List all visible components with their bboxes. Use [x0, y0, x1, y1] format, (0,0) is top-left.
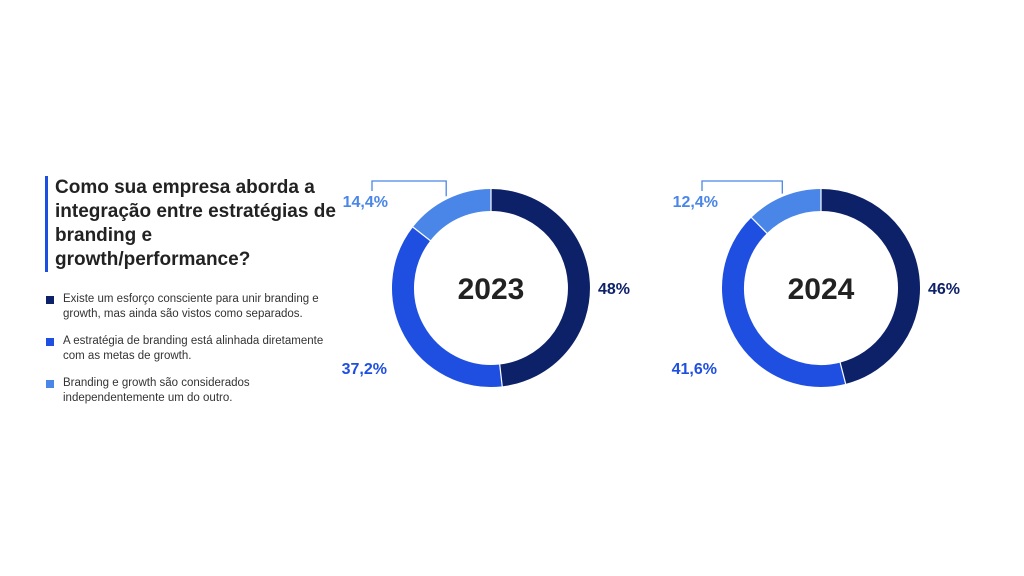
donut-slice-conscious-effort — [820, 189, 921, 384]
slice-separator — [411, 226, 432, 242]
legend-label: Existe um esforço consciente para unir b… — [63, 293, 319, 320]
donut-chart-2024: 2024 46% 41,6% 12,4% — [672, 180, 960, 387]
center-year-label: 2024 — [788, 273, 855, 306]
leader-line — [371, 180, 447, 197]
chart-title: Como sua empresa aborda a integração ent… — [55, 177, 336, 270]
legend: Existe um esforço consciente para unir b… — [45, 292, 345, 406]
legend-swatch-dark-blue — [46, 296, 54, 304]
value-label-conscious-effort: 48% — [598, 281, 630, 298]
donut-slice-independent — [751, 189, 822, 234]
value-label-independent: 14,4% — [343, 194, 388, 211]
legend-swatch-blue — [46, 338, 54, 346]
value-label-aligned-strategy: 41,6% — [672, 361, 717, 378]
slice-separator — [839, 361, 847, 386]
title-accent-bar: Como sua empresa aborda a integração ent… — [45, 176, 345, 272]
legend-label: A estratégia de branding está alinhada d… — [63, 335, 324, 362]
legend-item-independent: Branding e growth são considerados indep… — [45, 376, 345, 406]
value-label-independent: 12,4% — [673, 194, 718, 211]
donut-slice-aligned-strategy — [392, 227, 503, 387]
donut-slice-aligned-strategy — [722, 217, 846, 387]
value-label-aligned-strategy: 37,2% — [342, 361, 387, 378]
slice-separator — [750, 216, 769, 235]
legend-label: Branding e growth são considerados indep… — [63, 377, 250, 404]
legend-swatch-light-blue — [46, 380, 54, 388]
donut-chart-2023: 2023 48% 37,2% 14,4% — [342, 180, 630, 388]
slice-separator — [499, 363, 503, 388]
leader-line — [701, 180, 783, 194]
legend-item-conscious-effort: Existe um esforço consciente para unir b… — [45, 292, 345, 322]
donut-slice-independent — [412, 189, 492, 241]
question-panel: Como sua empresa aborda a integração ent… — [45, 176, 345, 418]
donut-slice-conscious-effort — [490, 189, 590, 387]
value-label-conscious-effort: 46% — [928, 281, 960, 298]
center-year-label: 2023 — [458, 273, 525, 306]
legend-item-aligned-strategy: A estratégia de branding está alinhada d… — [45, 334, 345, 364]
